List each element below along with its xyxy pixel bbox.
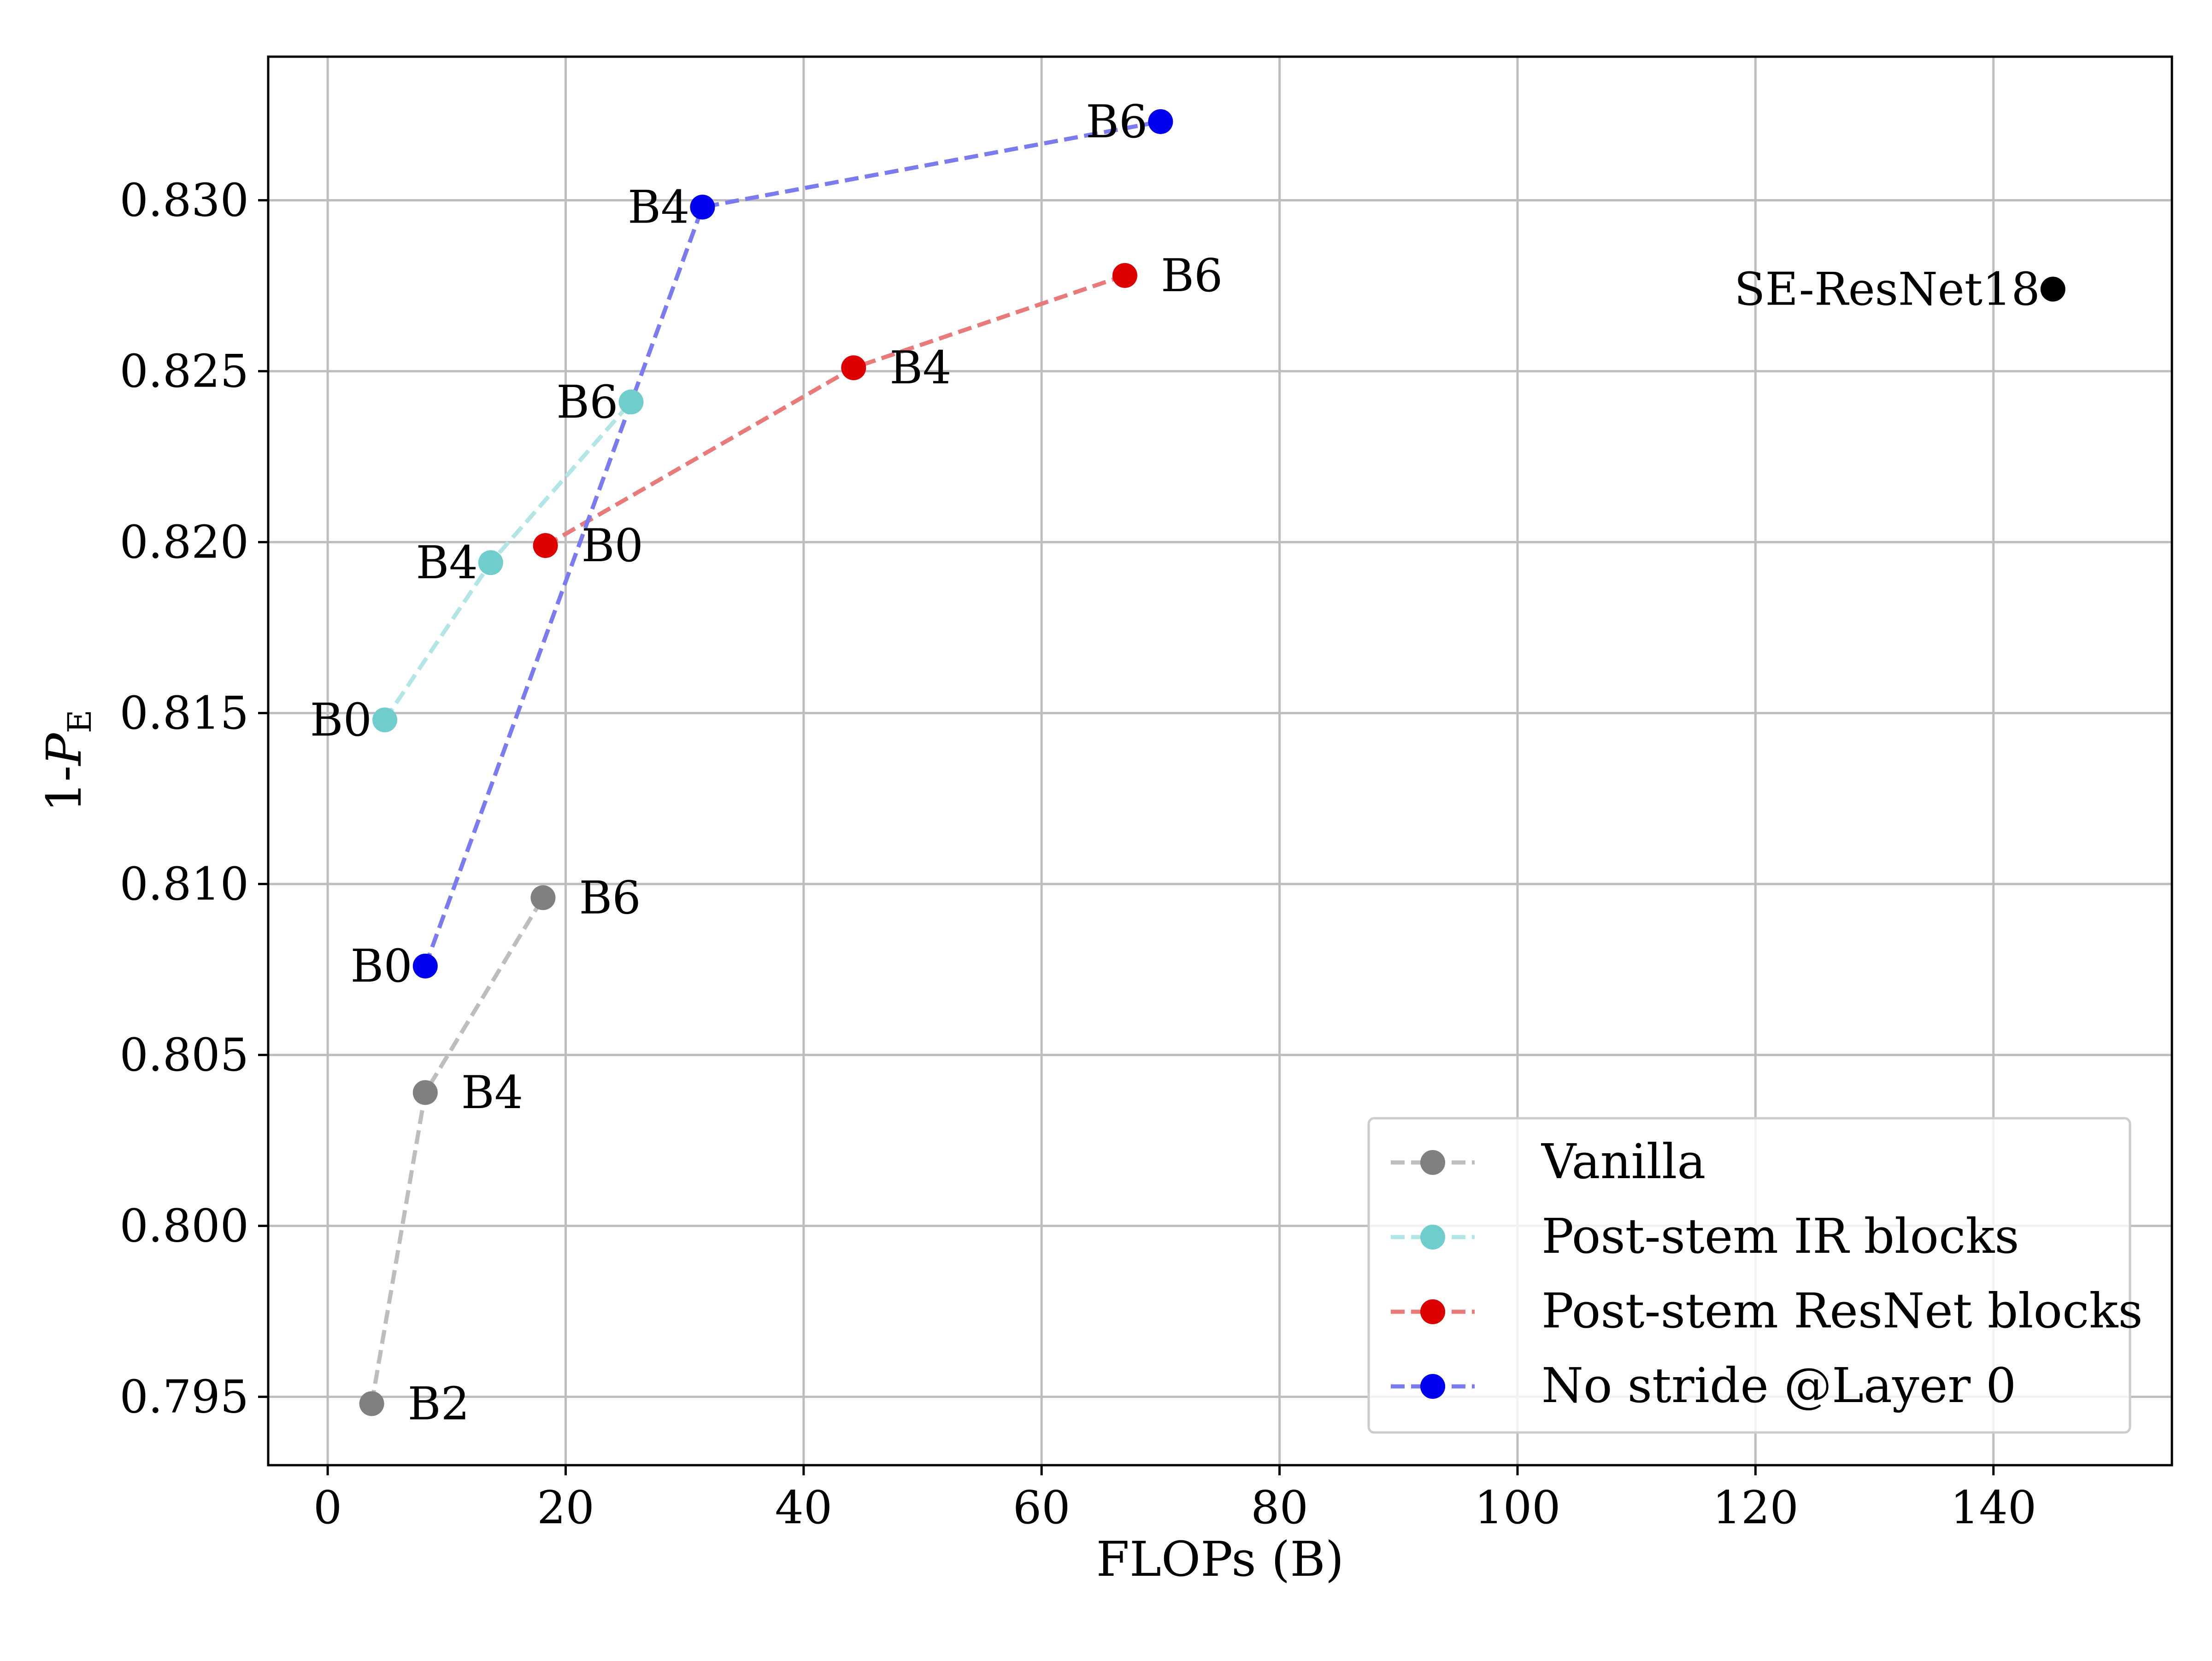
data-label: SE-ResNet18: [1734, 264, 2040, 316]
legend-box: [1367, 1117, 2131, 1434]
y-tick-label: 0.810: [119, 858, 249, 911]
data-label: B0: [350, 940, 412, 993]
data-point: [618, 389, 644, 415]
x-axis-title: FLOPs (B): [1096, 1531, 1344, 1587]
y-tick-label: 0.825: [119, 346, 249, 398]
legend-entry: No stride @Layer 0: [1541, 1357, 2016, 1414]
y-tick-label: 0.820: [119, 516, 249, 569]
y-axis-title-sub: E: [61, 710, 99, 733]
data-point: [478, 550, 503, 575]
x-tick-label: 140: [1950, 1482, 2036, 1534]
data-label: B2: [408, 1378, 470, 1430]
data-point: [412, 953, 438, 979]
legend-entry: Post-stem ResNet blocks: [1541, 1283, 2143, 1339]
data-point: [359, 1391, 384, 1416]
x-tick-label: 60: [1013, 1482, 1071, 1534]
data-label: B4: [416, 537, 477, 589]
data-point: [533, 533, 558, 558]
y-axis-title-prefix: 1-: [36, 765, 92, 812]
legend-entry: Vanilla: [1541, 1133, 1706, 1190]
data-point: [2040, 276, 2065, 302]
legend-entry: Post-stem IR blocks: [1541, 1208, 2019, 1264]
data-label: B4: [461, 1067, 523, 1119]
data-label: B6: [579, 872, 641, 924]
data-label: B0: [310, 694, 372, 746]
x-tick-label: 80: [1251, 1482, 1308, 1534]
axis-ticks: 0 20 40 60 80 100 120 140 0.795 0.800 0.805 0.810 0.…: [119, 175, 2036, 1534]
plot-frame: [267, 55, 2173, 1467]
data-point: [690, 194, 715, 220]
data-point: [372, 707, 398, 733]
series-line: [423, 119, 1161, 967]
data-label: B0: [582, 520, 643, 572]
legend-marker: [1420, 1225, 1445, 1250]
data-label: B6: [1161, 250, 1223, 302]
data-point: [841, 355, 866, 381]
y-axis-title-var: P: [36, 732, 92, 766]
legend-marker: [1420, 1374, 1445, 1399]
data-point: [1112, 263, 1137, 288]
x-tick-label: 100: [1474, 1482, 1560, 1534]
data-label: B6: [1086, 96, 1147, 148]
y-axis-title: 1-PE: [36, 710, 99, 812]
y-tick-label: 0.815: [119, 687, 249, 740]
data-label: B4: [628, 181, 689, 234]
data-label: B4: [889, 342, 951, 394]
legend-marker: [1420, 1150, 1445, 1175]
data-label: B6: [556, 376, 618, 428]
y-tick-label: 0.795: [119, 1371, 249, 1424]
legend: Vanilla Post-stem IR blocks Post-stem ResN…: [1367, 1117, 2143, 1434]
data-point: [1148, 109, 1173, 134]
y-tick-label: 0.830: [119, 175, 249, 227]
data-point: [412, 1080, 438, 1105]
y-tick-label: 0.800: [119, 1200, 249, 1253]
point-labels: B2 B4 B6 B0 B4 B6 B0 B4 B6 B0 B4 B6 SE-ResNet18: [310, 96, 2040, 1430]
x-tick-label: 120: [1712, 1482, 1799, 1534]
legend-marker: [1420, 1299, 1445, 1324]
y-tick-label: 0.805: [119, 1029, 249, 1082]
x-tick-label: 20: [537, 1482, 594, 1534]
data-point: [530, 885, 556, 910]
x-tick-label: 0: [313, 1482, 342, 1534]
x-tick-label: 40: [775, 1482, 832, 1534]
grid: [268, 57, 2172, 1465]
data-markers: [359, 109, 2065, 1416]
